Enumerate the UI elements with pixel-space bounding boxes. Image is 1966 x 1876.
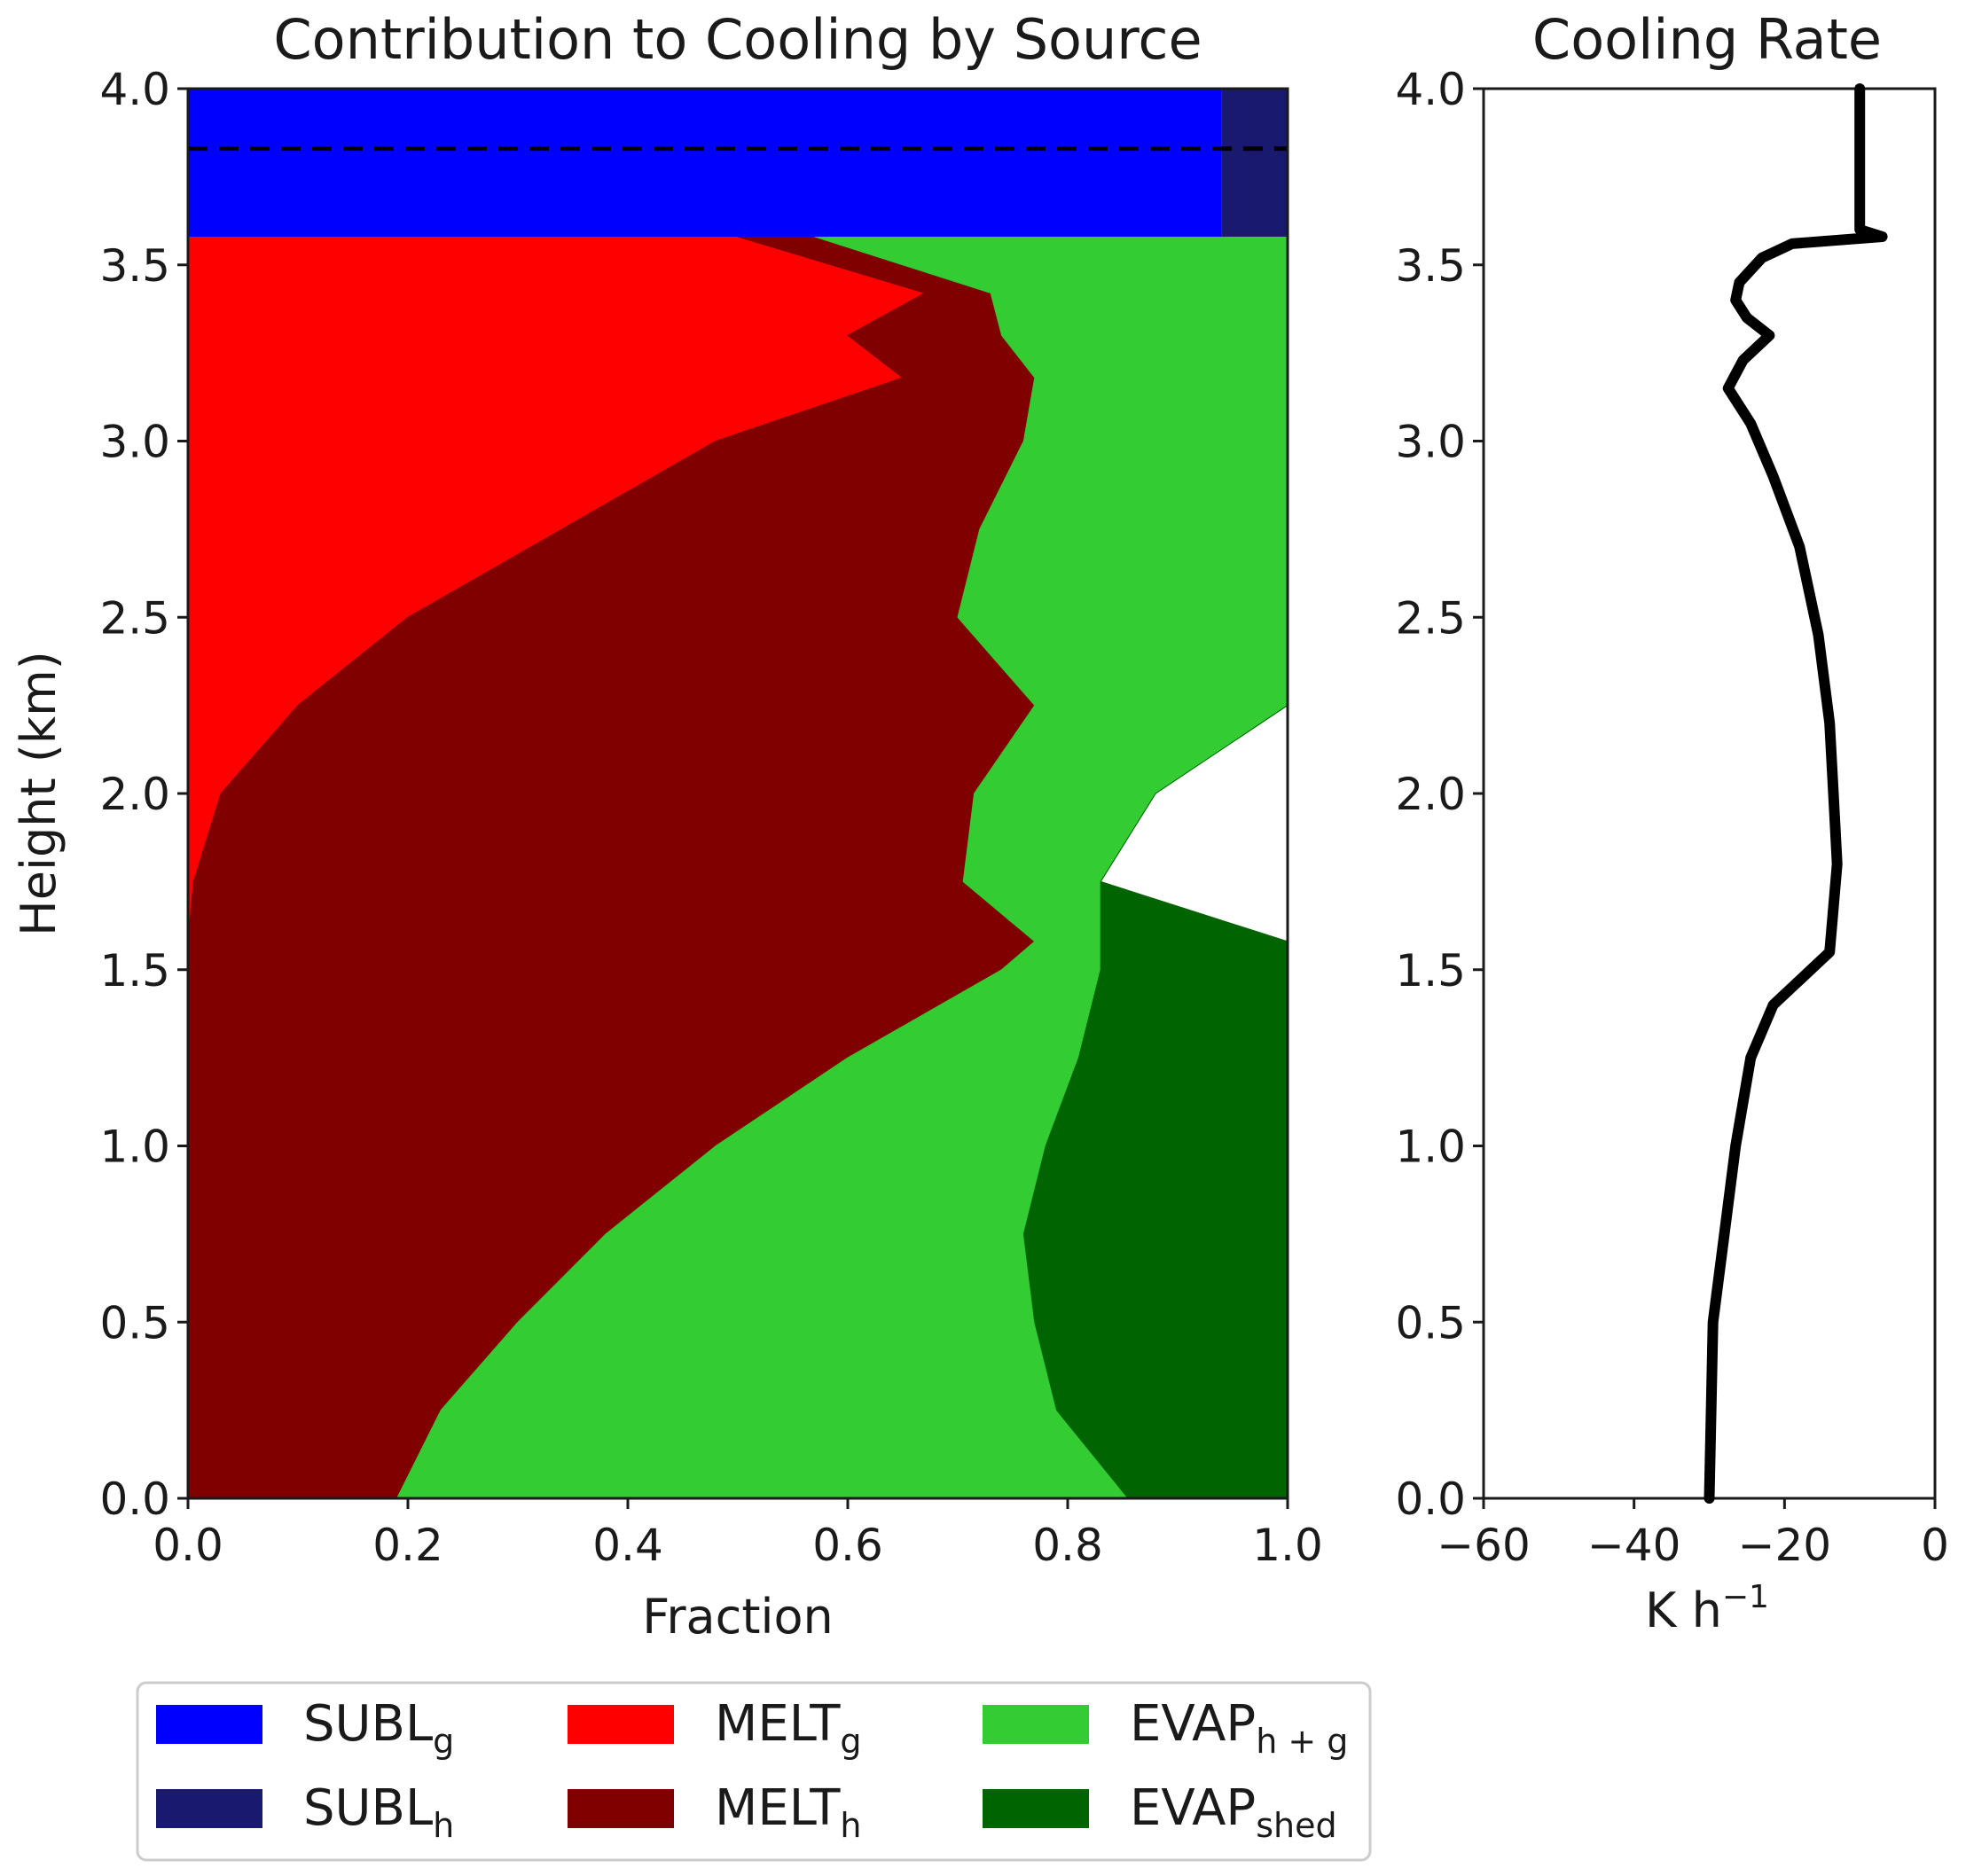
legend-swatch xyxy=(568,1789,674,1828)
x-tick-label: 0 xyxy=(1921,1520,1949,1571)
fraction-x-axis-label: Fraction xyxy=(642,1589,834,1645)
legend-label: MELTh xyxy=(715,1779,862,1845)
legend-label: MELTg xyxy=(715,1695,862,1761)
cooling-rate-y-axis: 0.0 0.5 1.0 1.5 2.0 2.5 3.0 3.5 4.0 xyxy=(1395,64,1484,1525)
fraction-panel: Contribution to Cooling by Source 0.0 0.5… xyxy=(11,7,1323,1645)
legend: SUBLg SUBLh MELTg MELTh EVAPh + g EVAPshed xyxy=(136,1681,1372,1862)
x-tick-label: 1.0 xyxy=(1252,1520,1323,1571)
legend-item-subl-g: SUBLg xyxy=(156,1695,454,1761)
band-subl_g xyxy=(188,89,1222,237)
y-tick-label: 1.5 xyxy=(99,945,170,997)
legend-swatch xyxy=(156,1789,262,1828)
cooling-rate-line xyxy=(1704,83,1888,1504)
legend-item-evap-shed: EVAPshed xyxy=(983,1779,1337,1845)
x-tick-label: 0.2 xyxy=(372,1520,443,1571)
y-tick-label: 1.0 xyxy=(99,1122,170,1173)
fraction-y-axis-label: Height (km) xyxy=(11,651,67,936)
x-tick-label: 0.4 xyxy=(592,1520,663,1571)
legend-item-melt-h: MELTh xyxy=(568,1779,862,1845)
legend-swatch xyxy=(568,1705,674,1744)
y-tick-label: 0.0 xyxy=(99,1473,170,1525)
y-tick-label: 2.0 xyxy=(1395,769,1466,820)
fraction-y-axis: 0.0 0.5 1.0 1.5 2.0 2.5 3.0 3.5 4.0 xyxy=(99,64,188,1525)
y-tick-label: 0.5 xyxy=(1395,1297,1466,1348)
x-tick-label: −60 xyxy=(1437,1520,1531,1571)
y-tick-label: 2.0 xyxy=(99,769,170,820)
y-tick-label: 3.5 xyxy=(99,240,170,292)
band-subl_h xyxy=(1221,89,1288,237)
legend-item-subl-h: SUBLh xyxy=(156,1779,454,1845)
y-tick-label: 3.0 xyxy=(99,417,170,468)
x-tick-label: −40 xyxy=(1587,1520,1681,1571)
y-tick-label: 2.5 xyxy=(99,592,170,644)
y-tick-label: 3.0 xyxy=(1395,417,1466,468)
y-tick-label: 2.5 xyxy=(1395,592,1466,644)
x-tick-label: 0.8 xyxy=(1032,1520,1103,1571)
y-tick-label: 0.5 xyxy=(99,1297,170,1348)
fraction-panel-title: Contribution to Cooling by Source xyxy=(273,7,1202,72)
y-tick-label: 1.0 xyxy=(1395,1122,1466,1173)
cooling-rate-plot-frame xyxy=(1482,87,1937,1500)
cooling-rate-panel: Cooling Rate 0.0 0.5 1.0 1.5 2.0 2.5 3.0 3.5 4.0… xyxy=(1395,7,1948,1638)
fraction-plot-area xyxy=(187,89,1288,1499)
legend-swatch xyxy=(156,1705,262,1744)
cooling-rate-x-axis-label: K h−1 xyxy=(1645,1579,1769,1638)
legend-label: EVAPh + g xyxy=(1130,1695,1348,1761)
x-tick-label: −20 xyxy=(1738,1520,1832,1571)
legend-swatch xyxy=(983,1705,1089,1744)
legend-label: SUBLh xyxy=(303,1779,454,1845)
legend-item-melt-g: MELTg xyxy=(568,1695,862,1761)
legend-swatch xyxy=(983,1789,1089,1828)
legend-item-evap-hg: EVAPh + g xyxy=(983,1695,1348,1761)
y-tick-label: 4.0 xyxy=(1395,64,1466,115)
y-tick-label: 3.5 xyxy=(1395,240,1466,292)
legend-label: EVAPshed xyxy=(1130,1779,1337,1845)
y-tick-label: 1.5 xyxy=(1395,945,1466,997)
y-tick-label: 0.0 xyxy=(1395,1473,1466,1525)
cooling-rate-x-axis: −60 −40 −20 0 xyxy=(1437,1498,1949,1571)
x-tick-label: 0.6 xyxy=(812,1520,883,1571)
y-tick-label: 4.0 xyxy=(99,64,170,115)
fraction-x-axis: 0.0 0.2 0.4 0.6 0.8 1.0 xyxy=(153,1498,1323,1571)
legend-label: SUBLg xyxy=(303,1695,454,1761)
cooling-rate-title: Cooling Rate xyxy=(1532,7,1882,72)
x-tick-label: 0.0 xyxy=(153,1520,223,1571)
